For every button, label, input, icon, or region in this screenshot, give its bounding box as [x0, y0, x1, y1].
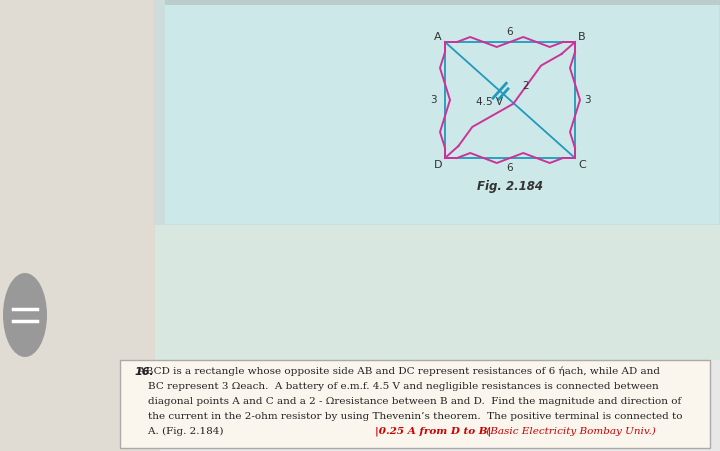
Text: 2: 2 [523, 81, 529, 91]
Text: Fig. 2.184: Fig. 2.184 [477, 180, 543, 193]
Text: B: B [578, 32, 586, 42]
Text: diagonal points A and C and a 2 - Ωresistance between B and D.  Find the magnitu: diagonal points A and C and a 2 - Ωresis… [135, 397, 681, 406]
Text: BC represent 3 Ωeach.  A battery of e.m.f. 4.5 V and negligible resistances is c: BC represent 3 Ωeach. A battery of e.m.f… [135, 382, 659, 391]
Bar [155, 225, 720, 360]
Text: |0.25 A from D to B|: |0.25 A from D to B| [375, 427, 491, 437]
Text: 3: 3 [584, 95, 590, 105]
Text: A: A [434, 32, 442, 42]
Text: 16.: 16. [135, 367, 155, 377]
Bar [155, 0, 720, 5]
Text: (Basic Electricity Bombay Univ.): (Basic Electricity Bombay Univ.) [483, 427, 656, 436]
Text: A. (Fig. 2.184): A. (Fig. 2.184) [135, 427, 223, 436]
Text: the current in the 2-ohm resistor by using Thevenin’s theorem.  The positive ter: the current in the 2-ohm resistor by usi… [135, 412, 683, 421]
Text: ABCD is a rectangle whose opposite side AB and DC represent resistances of 6 ήac: ABCD is a rectangle whose opposite side … [135, 367, 660, 377]
Text: 6: 6 [507, 163, 513, 173]
Text: 3: 3 [430, 95, 436, 105]
Bar [155, 0, 720, 225]
Bar [155, 0, 165, 225]
Text: 6: 6 [507, 27, 513, 37]
Bar [0, 0, 200, 280]
Text: 4.5 V: 4.5 V [477, 97, 503, 107]
Text: C: C [578, 160, 586, 170]
Ellipse shape [3, 273, 47, 357]
Text: D: D [433, 160, 442, 170]
Bar [120, 360, 710, 448]
Bar [0, 0, 160, 451]
